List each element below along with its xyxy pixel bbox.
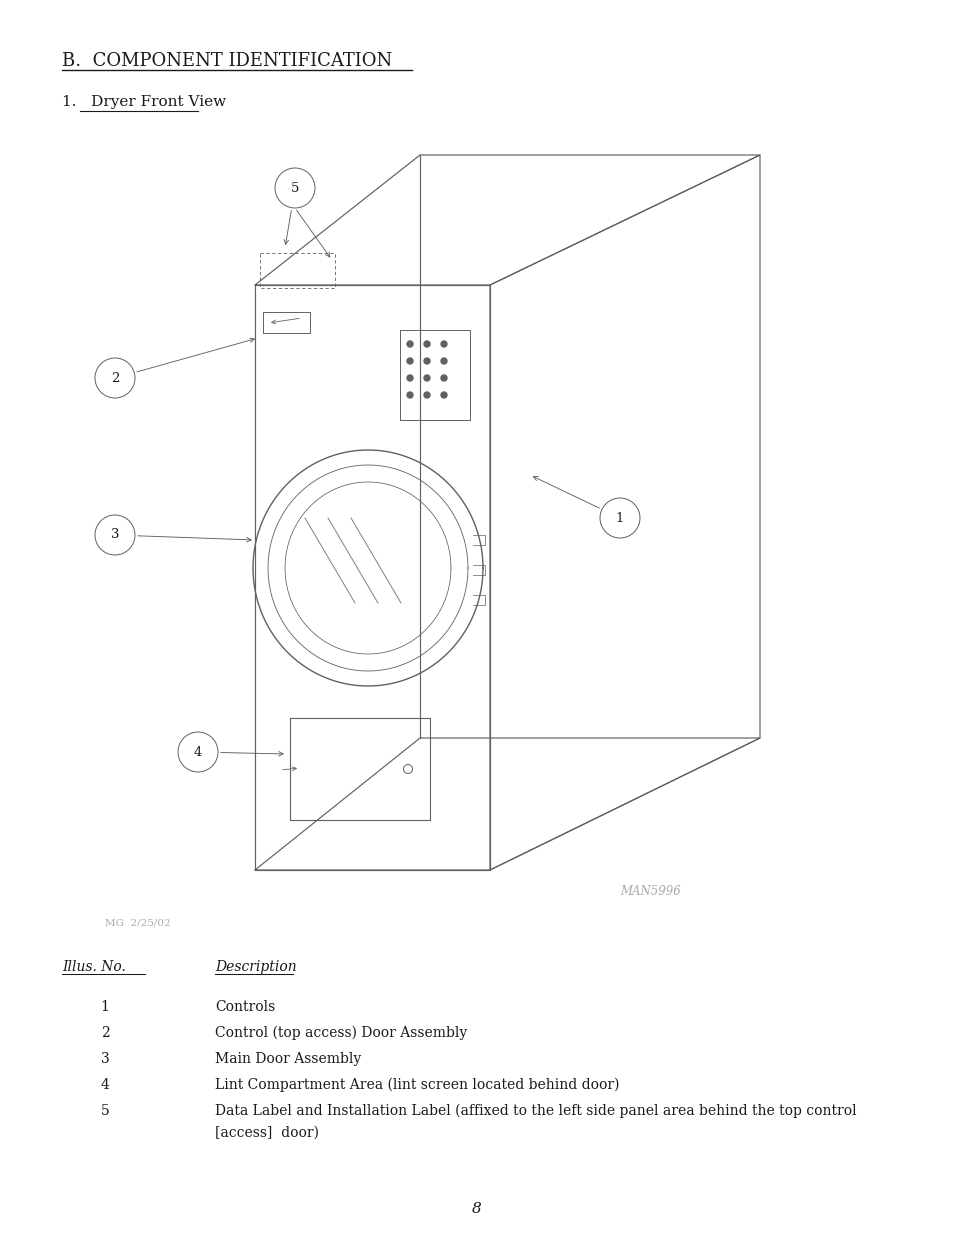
Text: 4: 4 [193,746,202,758]
Text: 8: 8 [472,1202,481,1216]
Text: 1: 1 [100,1000,110,1014]
Text: MAN5996: MAN5996 [619,885,680,898]
Circle shape [423,391,430,398]
Circle shape [423,375,430,382]
Text: 5: 5 [291,182,299,194]
Circle shape [440,358,447,364]
Text: Description: Description [214,960,296,974]
Text: 4: 4 [100,1078,110,1092]
Text: Main Door Assembly: Main Door Assembly [214,1052,361,1066]
Text: Data Label and Installation Label (affixed to the left side panel area behind th: Data Label and Installation Label (affix… [214,1104,856,1119]
Circle shape [407,358,413,364]
Text: B.  COMPONENT IDENTIFICATION: B. COMPONENT IDENTIFICATION [62,52,392,70]
Text: Lint Compartment Area (lint screen located behind door): Lint Compartment Area (lint screen locat… [214,1078,618,1093]
Text: 2: 2 [111,372,119,384]
Text: 5: 5 [100,1104,110,1118]
Text: 1: 1 [616,511,623,525]
Text: [access]  door): [access] door) [214,1126,318,1140]
Circle shape [407,341,413,347]
Text: Controls: Controls [214,1000,275,1014]
Circle shape [440,341,447,347]
Circle shape [423,341,430,347]
Text: Control (top access) Door Assembly: Control (top access) Door Assembly [214,1026,467,1040]
Circle shape [440,391,447,398]
Text: 1.   Dryer Front View: 1. Dryer Front View [62,95,226,109]
Text: 2: 2 [100,1026,110,1040]
Text: MG  2/25/02: MG 2/25/02 [105,918,171,927]
Text: 3: 3 [100,1052,110,1066]
Circle shape [407,391,413,398]
Circle shape [407,375,413,382]
Circle shape [423,358,430,364]
Circle shape [440,375,447,382]
Text: Illus. No.: Illus. No. [62,960,126,974]
Text: 3: 3 [111,529,119,541]
